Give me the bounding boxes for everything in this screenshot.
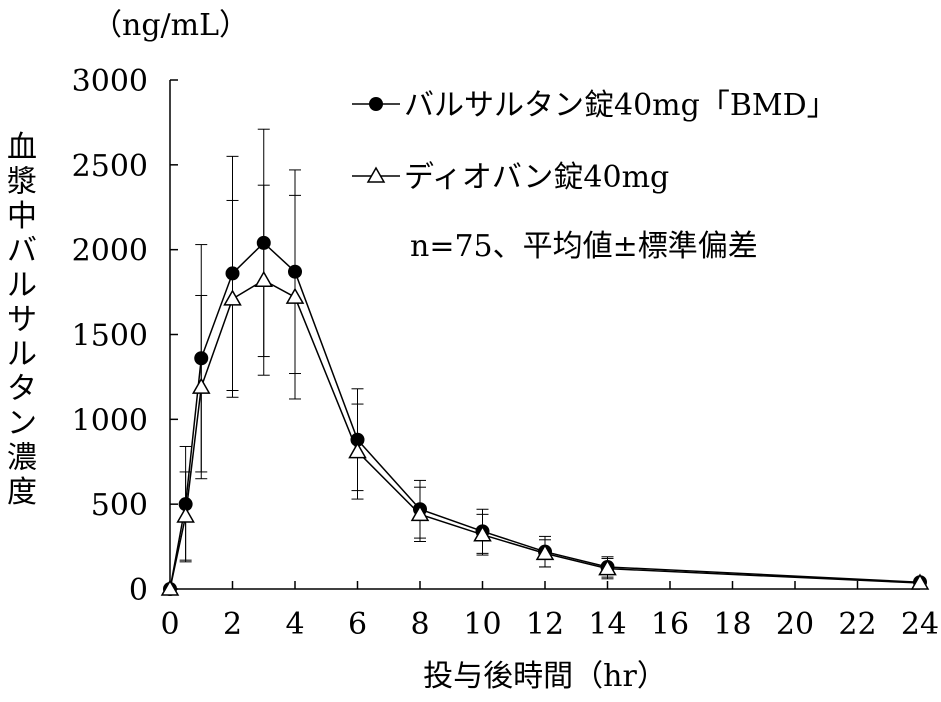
y-axis-label-char: 漿 [7,165,37,200]
data-point-diovan [910,573,930,590]
y-axis-label-char: サ [7,303,37,338]
data-point-diovan [191,377,211,394]
data-point-bmd [225,266,240,281]
legend-label-diovan: ディオバン錠40mg [404,160,669,195]
x-tick-label: 2 [223,607,242,642]
y-axis-label-char: 度 [7,475,37,510]
y-tick-label: 1500 [72,319,148,354]
data-point-bmd [350,432,365,447]
data-point-diovan [254,270,274,287]
data-point-bmd [288,264,302,279]
data-point-diovan [598,559,617,576]
x-tick-label: 18 [713,607,751,642]
x-tick-label: 16 [651,607,689,642]
y-axis-label-char: ン [7,406,37,441]
data-point-diovan [176,506,195,523]
data-point-diovan [160,579,180,596]
legend-marker-diovan [366,166,386,183]
y-tick-label: 3000 [72,64,148,99]
y-axis-label-char: 濃 [7,441,37,476]
y-axis-label-char: ル [7,268,37,303]
data-point-bmd [178,497,193,512]
x-tick-label: 10 [463,607,501,642]
data-point-bmd [194,351,209,366]
y-tick-label: 0 [129,573,148,608]
y-axis-label-char: タ [7,372,37,407]
data-point-diovan [348,442,367,459]
legend-label-bmd: バルサルタン錠40mg「BMD」 [404,88,837,123]
y-axis-label-char: ル [7,337,37,372]
y-tick-label: 500 [91,488,148,523]
x-tick-label: 0 [160,607,179,642]
x-tick-label: 20 [776,607,814,642]
y-axis-label-char: バ [7,234,37,269]
y-unit-label: （ng/mL） [92,8,249,43]
error-bars [179,128,926,587]
x-axis-ticks: 0 2 4 6 8 10 12 14 16 18 20 22 24 [160,581,939,642]
legend-note: n=75、平均値±標準偏差 [410,229,758,264]
legend-marker-bmd [369,97,383,111]
data-point-diovan [535,543,555,561]
data-point-diovan [285,287,305,304]
x-tick-label: 6 [348,607,367,642]
x-tick-label: 12 [526,607,564,642]
x-tick-label: 8 [410,607,429,642]
x-tick-label: 24 [901,607,939,642]
x-tick-label: 4 [285,607,304,642]
y-axis-label-char: 中 [7,199,37,234]
x-tick-label: 14 [588,607,626,642]
data-point-bmd [256,235,271,250]
y-tick-label: 2000 [72,234,148,269]
y-tick-label: 2500 [72,149,148,184]
data-point-diovan [410,504,430,522]
y-axis-ticks: 0 500 1000 1500 2000 2500 3000 [72,64,178,608]
series-line-1 [169,279,921,590]
x-tick-label: 22 [838,607,876,642]
y-tick-label: 1000 [72,403,148,438]
y-axis-label-char: 血 [7,130,37,165]
data-point-diovan [473,525,492,542]
x-axis-label: 投与後時間（hr） [423,659,667,694]
series-markers [160,235,930,596]
legend: バルサルタン錠40mg「BMD」 ディオバン錠40mg n=75、平均値±標準偏… [352,88,837,264]
data-point-diovan [223,289,242,306]
